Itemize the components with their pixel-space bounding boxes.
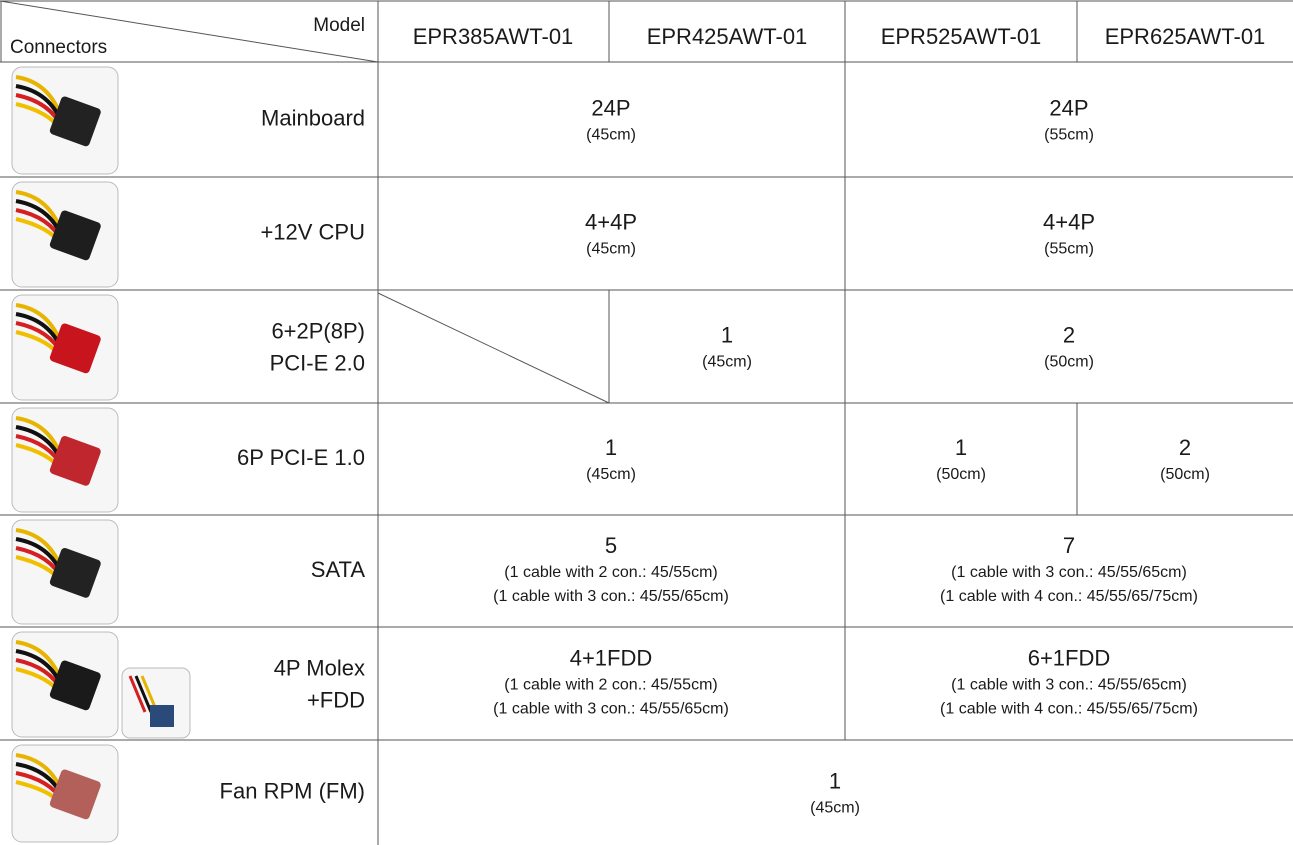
- plug: [49, 769, 101, 820]
- cell-value: 24P: [1049, 95, 1088, 120]
- cell-note: (45cm): [702, 354, 752, 371]
- plug: [49, 660, 101, 711]
- model: EPR525AWT-01: [881, 24, 1042, 49]
- plug: [49, 436, 101, 486]
- cell-value: 1: [721, 322, 733, 347]
- row-label: 6+2P(8P): [271, 318, 365, 343]
- cell-note: (45cm): [586, 241, 636, 258]
- model: EPR425AWT-01: [647, 24, 808, 49]
- cell-value: 4+4P: [585, 209, 637, 234]
- cell-note: (1 cable with 2 con.: 45/55cm): [504, 564, 717, 581]
- plug: [150, 705, 174, 727]
- cell-note: (1 cable with 3 con.: 45/55/65cm): [951, 677, 1187, 694]
- cell-note: (1 cable with 4 con.: 45/55/65/75cm): [940, 588, 1198, 605]
- cell-note: (1 cable with 3 con.: 45/55/65cm): [951, 564, 1187, 581]
- cell-note: (45cm): [586, 127, 636, 144]
- row-label: +FDD: [307, 687, 365, 712]
- diagonal: [0, 0, 379, 63]
- cell-value: 2: [1063, 322, 1075, 347]
- cell-value: 5: [605, 533, 617, 558]
- plug: [49, 323, 101, 374]
- wire: [134, 675, 153, 713]
- cell-note: (1 cable with 3 con.: 45/55/65cm): [493, 588, 729, 605]
- cell-note: (1 cable with 3 con.: 45/55/65cm): [493, 701, 729, 718]
- cell-note: (1 cable with 4 con.: 45/55/65/75cm): [940, 701, 1198, 718]
- cell-value: 4+1FDD: [570, 645, 653, 670]
- corner-bottom: Connectors: [10, 37, 107, 58]
- model: EPR385AWT-01: [413, 24, 574, 49]
- cell-note: (45cm): [810, 800, 860, 817]
- row-label: PCI-E 2.0: [270, 350, 365, 375]
- cell-value: 1: [829, 768, 841, 793]
- plug: [49, 96, 101, 147]
- cell-note: (45cm): [586, 466, 636, 483]
- cell-value: 2: [1179, 435, 1191, 460]
- cell-note: (50cm): [936, 466, 986, 483]
- cell-note: (55cm): [1044, 127, 1094, 144]
- wire: [128, 675, 147, 713]
- cell-value: 1: [955, 435, 967, 460]
- plug: [49, 210, 101, 261]
- cell-note: (1 cable with 2 con.: 45/55cm): [504, 677, 717, 694]
- row-label: Mainboard: [261, 105, 365, 130]
- row-label: Fan RPM (FM): [220, 778, 365, 803]
- cell-value: 6+1FDD: [1028, 645, 1111, 670]
- diagonal: [377, 292, 610, 404]
- row-label: SATA: [311, 557, 366, 582]
- cell-note: (50cm): [1160, 466, 1210, 483]
- cell-value: 7: [1063, 533, 1075, 558]
- cell-value: 1: [605, 435, 617, 460]
- cell-note: (55cm): [1044, 241, 1094, 258]
- cell-note: (50cm): [1044, 354, 1094, 371]
- cell-value: 4+4P: [1043, 209, 1095, 234]
- row-label: 6P PCI-E 1.0: [237, 445, 365, 470]
- corner-top: Model: [313, 15, 365, 36]
- row-label: 4P Molex: [274, 655, 365, 680]
- plug: [49, 548, 101, 598]
- model: EPR625AWT-01: [1105, 24, 1266, 49]
- row-label: +12V CPU: [260, 219, 365, 244]
- cell-value: 24P: [591, 95, 630, 120]
